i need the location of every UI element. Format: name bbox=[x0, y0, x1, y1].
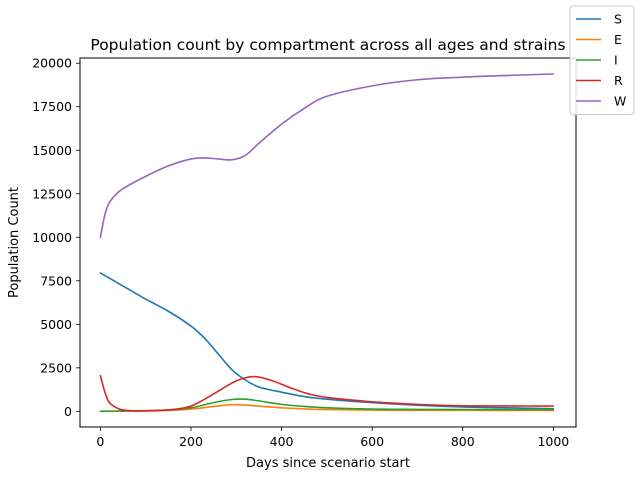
legend-label-w: W bbox=[614, 94, 626, 109]
x-tick-label: 1000 bbox=[537, 434, 569, 449]
legend-label-s: S bbox=[614, 12, 622, 27]
x-tick-label: 400 bbox=[270, 434, 294, 449]
x-tick-label: 800 bbox=[451, 434, 475, 449]
plot-frame bbox=[80, 58, 576, 427]
series-line-s bbox=[100, 273, 553, 409]
y-tick-label: 12500 bbox=[32, 186, 72, 201]
y-tick-label: 2500 bbox=[40, 360, 72, 375]
y-tick-label: 20000 bbox=[32, 56, 72, 71]
series-layer bbox=[100, 74, 553, 411]
y-tick-label: 10000 bbox=[32, 230, 72, 245]
y-tick-label: 15000 bbox=[32, 143, 72, 158]
ticks-layer: 0 200 400 600 800 100002500500075001000012500… bbox=[32, 56, 569, 449]
x-tick-label: 200 bbox=[179, 434, 203, 449]
legend-label-r: R bbox=[614, 73, 623, 88]
x-tick-label: 600 bbox=[360, 434, 384, 449]
series-line-r bbox=[100, 376, 553, 411]
series-line-w bbox=[100, 74, 553, 237]
y-tick-label: 5000 bbox=[40, 317, 72, 332]
y-axis-label: Population Count bbox=[7, 187, 22, 298]
y-tick-label: 0 bbox=[64, 404, 72, 419]
x-axis-label: Days since scenario start bbox=[246, 456, 410, 471]
chart-title: Population count by compartment across a… bbox=[90, 36, 565, 54]
legend-label-i: I bbox=[614, 53, 618, 68]
y-tick-label: 7500 bbox=[40, 273, 72, 288]
x-tick-label: 0 bbox=[96, 434, 104, 449]
legend-label-e: E bbox=[614, 32, 622, 47]
y-tick-label: 17500 bbox=[32, 99, 72, 114]
